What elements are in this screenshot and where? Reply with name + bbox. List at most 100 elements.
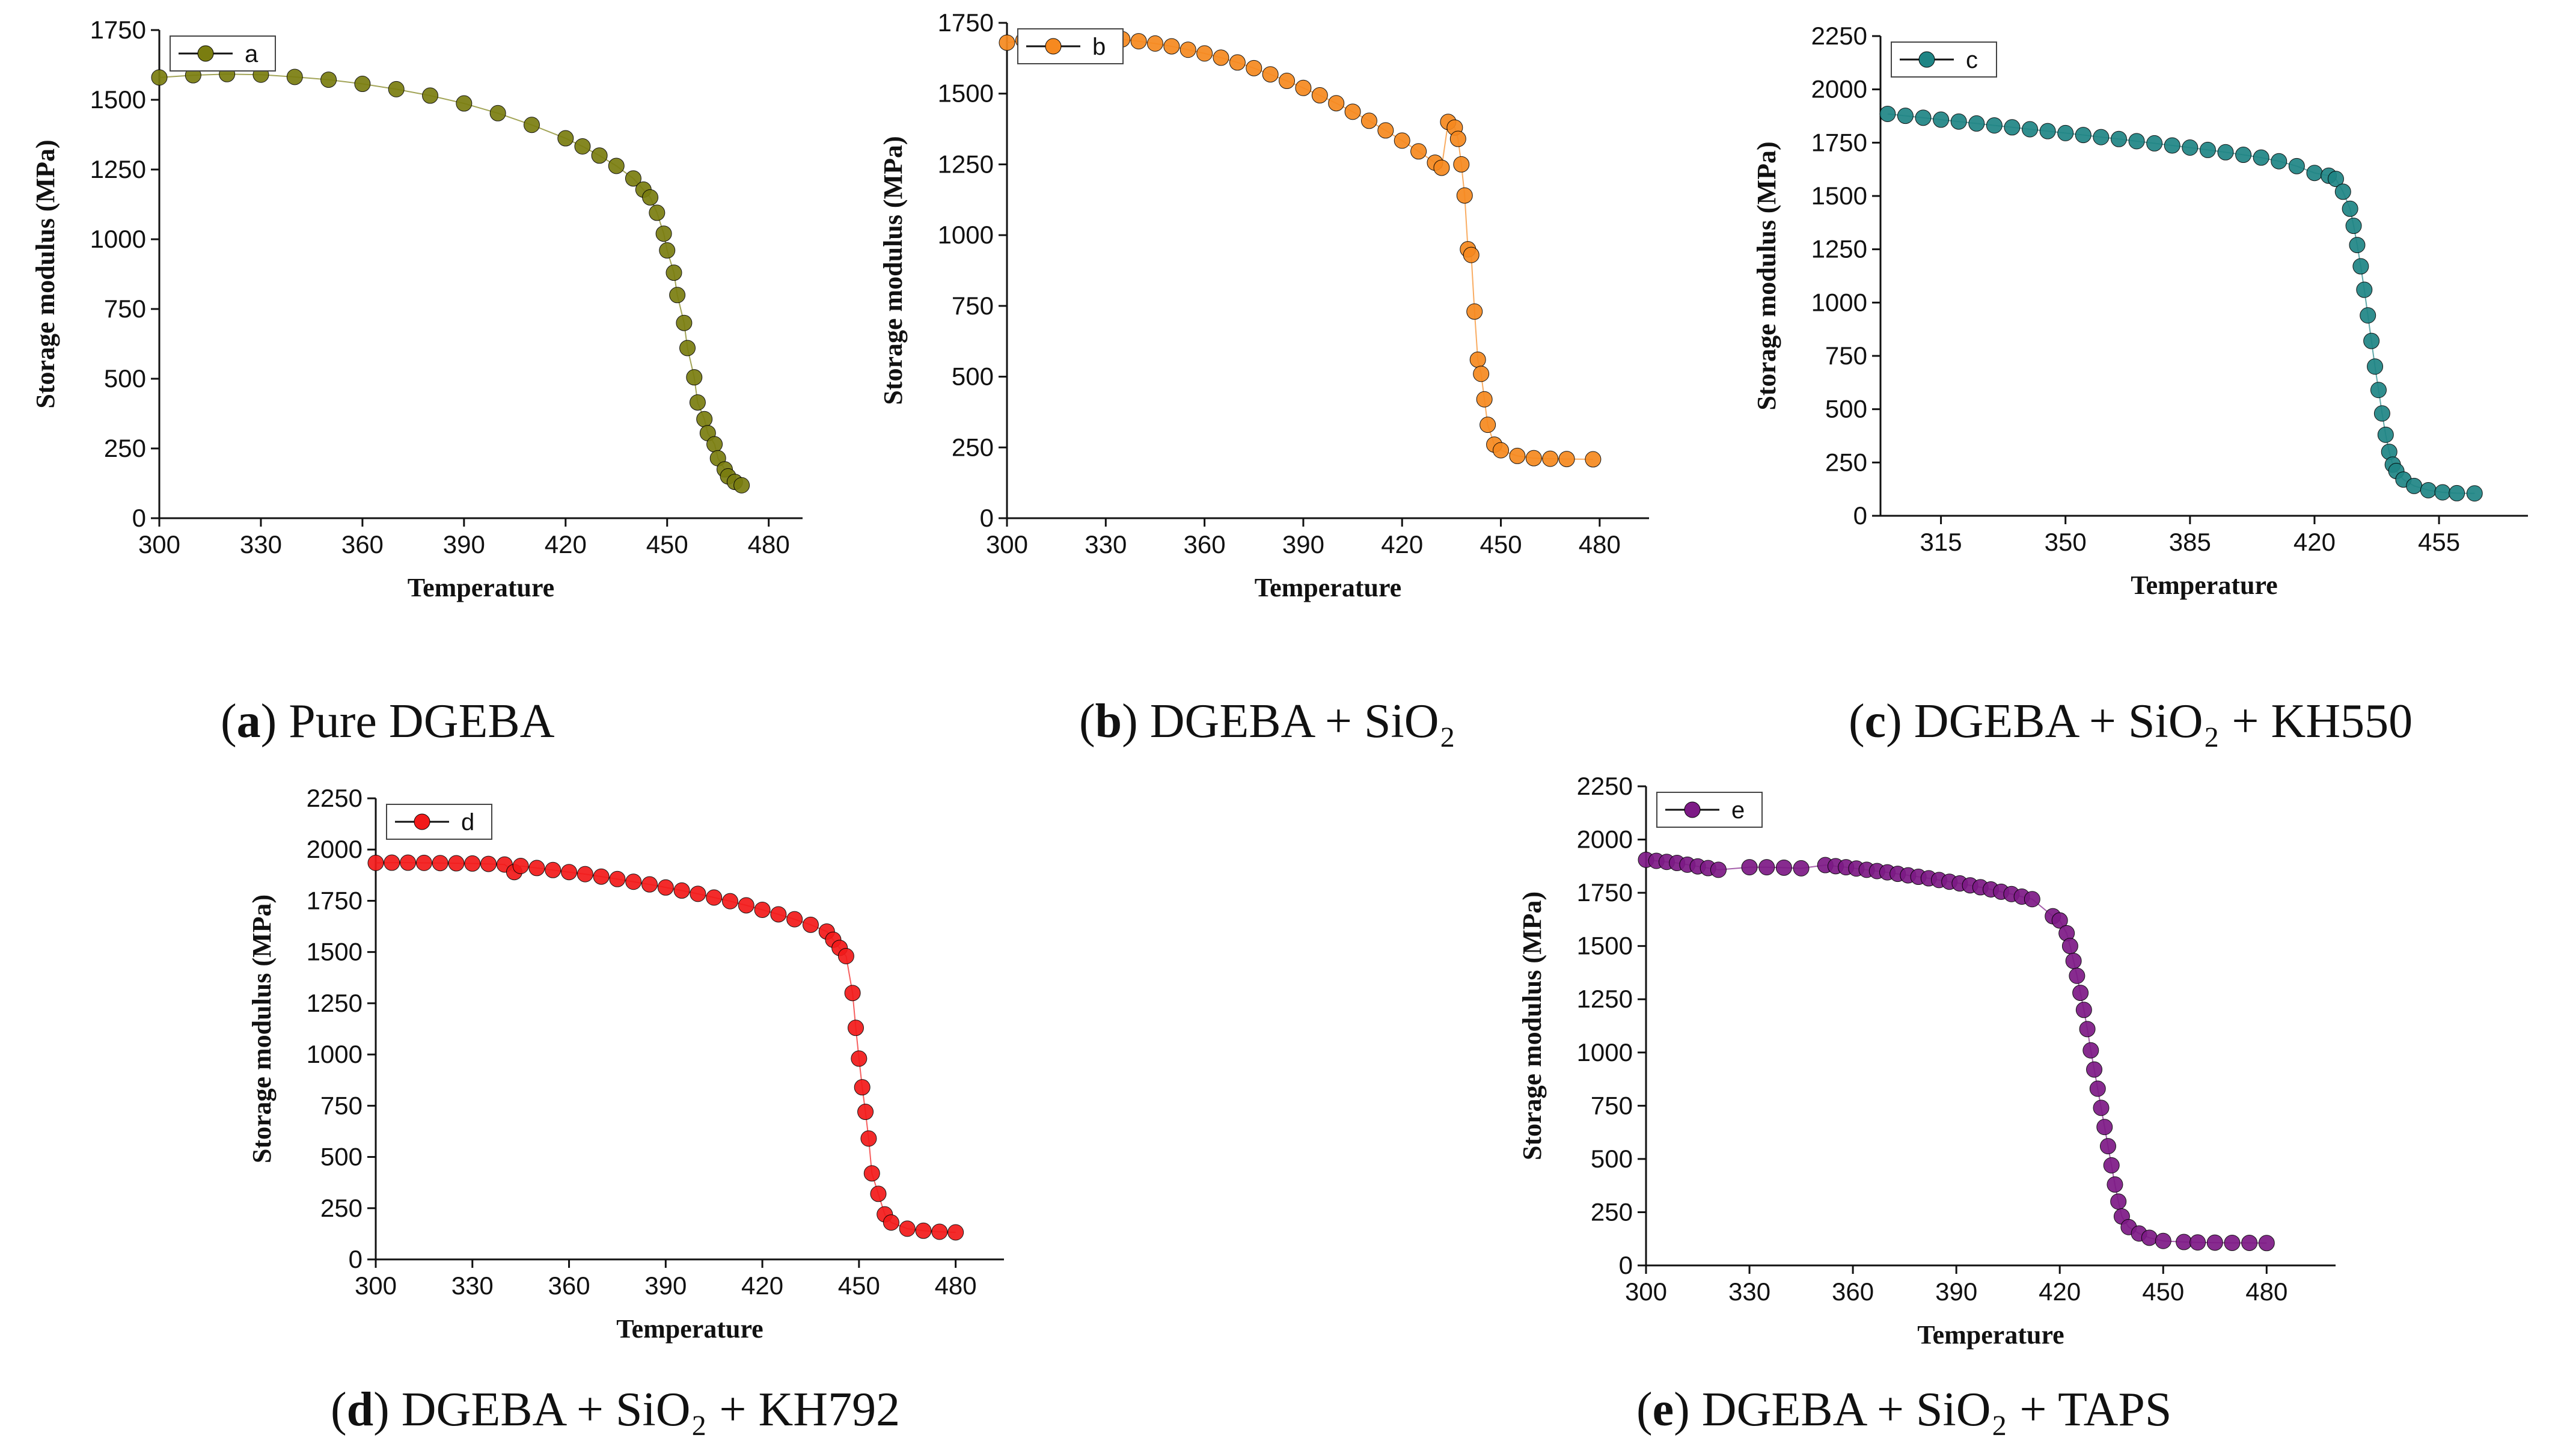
data-point (931, 1223, 948, 1240)
data-point (2217, 144, 2234, 161)
data-point (574, 138, 591, 154)
x-tick-label: 450 (2142, 1277, 2184, 1306)
data-point (1344, 103, 1361, 120)
data-point (696, 411, 713, 427)
x-tick-label: 330 (1085, 530, 1127, 558)
data-point (721, 893, 738, 910)
data-point (2334, 183, 2351, 200)
data-point (1493, 442, 1510, 459)
data-point (679, 340, 696, 356)
y-tick-label: 1500 (307, 938, 363, 966)
data-point (2356, 281, 2373, 298)
y-tick-label: 1500 (90, 85, 146, 114)
chart-c: 0 250 500 750 1000 1250 1500 1750 2000 2250 315 350… (1752, 22, 2528, 600)
data-point (388, 81, 405, 97)
data-point (2349, 237, 2366, 254)
data-point (2093, 129, 2110, 145)
data-point (690, 886, 706, 902)
data-point (577, 866, 593, 882)
data-point (883, 1214, 899, 1231)
data-point (837, 947, 854, 964)
data-point (1295, 79, 1312, 96)
x-tick-label: 360 (1184, 530, 1226, 558)
data-point (770, 906, 787, 923)
data-point (1463, 246, 1480, 263)
x-tick-label: 385 (2169, 528, 2211, 556)
data-point (1480, 417, 1496, 433)
y-axis-title: Storage modulus (MPa) (247, 895, 277, 1163)
x-tick-label: 480 (1579, 530, 1621, 558)
data-point (1933, 111, 1950, 128)
data-point (2352, 258, 2369, 275)
y-axis-title: Storage modulus (MPa) (1517, 892, 1547, 1160)
data-point (1986, 117, 2003, 134)
y-tick-label: 0 (1619, 1251, 1633, 1279)
data-point (591, 147, 608, 164)
data-point (2420, 482, 2437, 498)
data-point (2069, 967, 2085, 984)
legend-label: a (245, 41, 259, 67)
data-point (286, 69, 303, 85)
data-point (1476, 391, 1493, 408)
data-point (860, 1130, 877, 1147)
y-tick-label: 750 (952, 292, 994, 320)
x-tick-label: 420 (2293, 528, 2336, 556)
data-point (432, 855, 448, 872)
y-tick-label: 2000 (307, 835, 363, 863)
x-tick-label: 330 (1728, 1277, 1770, 1306)
data-point (384, 854, 400, 871)
x-axis-title: Temperature (1255, 573, 1401, 602)
data-point (2082, 1042, 2099, 1059)
data-point (2182, 139, 2199, 156)
y-tick-label: 750 (1825, 341, 1867, 370)
data-point (2004, 119, 2021, 136)
data-point (480, 855, 497, 872)
x-tick-label: 420 (2039, 1277, 2081, 1306)
data-point (593, 868, 610, 885)
data-point (1146, 35, 1163, 52)
y-tick-label: 1750 (1811, 128, 1867, 156)
y-tick-label: 1500 (1577, 932, 1633, 960)
y-tick-label: 2250 (307, 784, 363, 812)
data-point (1775, 859, 1792, 876)
y-tick-label: 0 (1853, 501, 1867, 530)
x-axis-title: Temperature (616, 1314, 763, 1344)
data-point (464, 855, 481, 872)
data-point (2235, 147, 2252, 164)
y-axis-title: Storage modulus (MPa) (878, 136, 908, 405)
y-tick-label: 500 (1825, 395, 1867, 423)
data-point (2155, 1232, 2171, 1249)
data-point (1130, 33, 1147, 50)
data-point (1473, 366, 1490, 382)
y-tick-label: 500 (104, 364, 146, 393)
data-point (608, 158, 625, 174)
y-tick-label: 1000 (90, 225, 146, 253)
data-point (2367, 358, 2384, 375)
y-tick-label: 1000 (307, 1040, 363, 1068)
legend-label: e (1731, 797, 1745, 824)
caption-c: (c) DGEBA + SiO₂ + KH550 (1849, 695, 2413, 748)
y-tick-label: 1250 (1811, 235, 1867, 263)
x-tick-label: 300 (355, 1271, 397, 1300)
data-point (2075, 1002, 2092, 1018)
data-point (1950, 113, 1967, 130)
x-tick-label: 455 (2418, 528, 2460, 556)
data-point (1915, 109, 1932, 126)
data-point (2022, 121, 2039, 138)
legend-marker (414, 813, 430, 830)
chart-b: 0 250 500 750 1000 1250 1500 1750 300 330 360 390 42… (878, 8, 1649, 602)
data-point (2406, 477, 2423, 494)
x-tick-label: 390 (443, 530, 485, 558)
chart-e: 0 250 500 750 1000 1250 1500 1750 2000 2250 300 330… (1517, 772, 2336, 1350)
data-point (1542, 450, 1559, 467)
data-point (754, 901, 771, 918)
data-point (1758, 859, 1775, 876)
data-point (863, 1165, 880, 1182)
data-point (1710, 861, 1727, 878)
data-point (2360, 307, 2376, 324)
data-point (1558, 451, 1575, 468)
x-tick-label: 480 (748, 530, 790, 558)
y-tick-label: 2250 (1811, 22, 1867, 50)
x-tick-label: 300 (986, 530, 1028, 558)
data-point (422, 87, 439, 104)
